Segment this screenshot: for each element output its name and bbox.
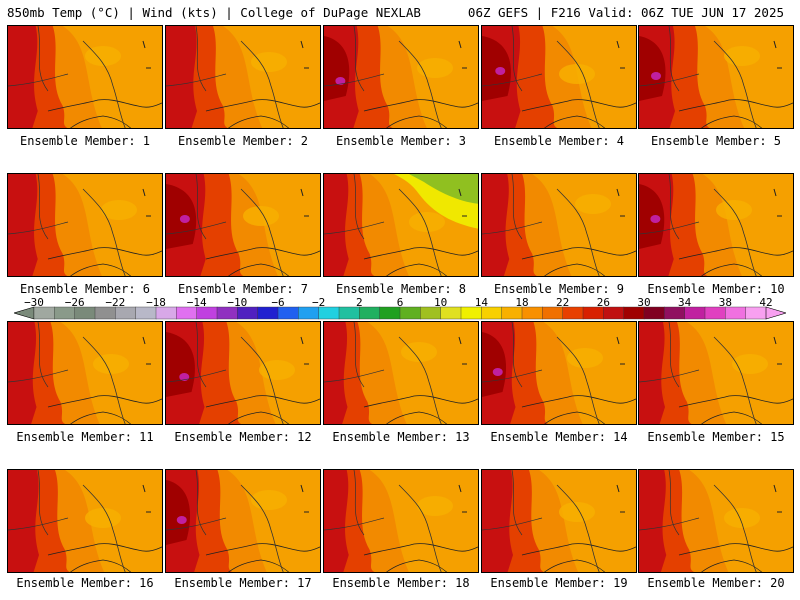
ensemble-map-panel [638, 469, 794, 573]
ensemble-map-panel [638, 173, 794, 277]
ensemble-map-panel [165, 321, 321, 425]
ensemble-member-label: Ensemble Member: 3 [335, 134, 467, 148]
temperature-map [482, 322, 636, 424]
colorbar-tick-label: −22 [105, 296, 126, 309]
ensemble-map-panel [165, 469, 321, 573]
ensemble-member-label: Ensemble Member: 16 [16, 576, 154, 590]
temperature-map [482, 26, 636, 128]
header-title-left: 850mb Temp (°C) | Wind (kts) | College o… [7, 5, 421, 20]
ensemble-map-panel [165, 173, 321, 277]
temperature-map [482, 174, 636, 276]
colorbar-tick-label: 10 [434, 296, 448, 309]
temperature-map [8, 174, 162, 276]
ensemble-member-label: Ensemble Member: 18 [332, 576, 470, 590]
ensemble-member-label: Ensemble Member: 19 [490, 576, 628, 590]
ensemble-member-label: Ensemble Member: 9 [493, 282, 625, 296]
temperature-colorbar [14, 306, 786, 320]
colorbar-tick-label: −14 [186, 296, 207, 309]
colorbar-tick-label: 2 [356, 296, 363, 309]
ensemble-map-panel [323, 173, 479, 277]
temperature-map [324, 470, 478, 572]
ensemble-member-label: Ensemble Member: 8 [335, 282, 467, 296]
ensemble-map-panel [638, 321, 794, 425]
ensemble-member-label: Ensemble Member: 14 [490, 430, 628, 444]
colorbar-tick-label: −10 [227, 296, 248, 309]
ensemble-map-panel [481, 469, 637, 573]
colorbar-tick-label: 42 [759, 296, 773, 309]
colorbar-right-arrow [765, 306, 786, 320]
ensemble-member-label: Ensemble Member: 7 [177, 282, 309, 296]
temperature-map [482, 470, 636, 572]
ensemble-map-panel [638, 25, 794, 129]
ensemble-map-panel [7, 25, 163, 129]
ensemble-map-panel [7, 173, 163, 277]
colorbar-tick-label: −6 [271, 296, 285, 309]
temperature-map [639, 174, 793, 276]
ensemble-member-label: Ensemble Member: 6 [19, 282, 151, 296]
temperature-map [8, 470, 162, 572]
ensemble-member-label: Ensemble Member: 1 [19, 134, 151, 148]
ensemble-map-panel [165, 25, 321, 129]
temperature-map [8, 322, 162, 424]
colorbar-tick-label: 26 [596, 296, 610, 309]
temperature-map [324, 26, 478, 128]
ensemble-map-panel [481, 321, 637, 425]
colorbar-tick-label: 22 [556, 296, 570, 309]
temperature-map [324, 174, 478, 276]
colorbar-tick-label: 34 [678, 296, 692, 309]
ensemble-map-panel [7, 469, 163, 573]
temperature-map [639, 322, 793, 424]
ensemble-member-label: Ensemble Member: 2 [177, 134, 309, 148]
temperature-map [639, 26, 793, 128]
temperature-map [639, 470, 793, 572]
temperature-map [8, 26, 162, 128]
ensemble-map-panel [323, 25, 479, 129]
colorbar-tick-label: −18 [146, 296, 166, 309]
colorbar-tick-label: −2 [312, 296, 326, 309]
ensemble-member-label: Ensemble Member: 10 [647, 282, 785, 296]
colorbar-tick-label: 14 [474, 296, 488, 309]
ensemble-map-panel [481, 173, 637, 277]
temperature-map [324, 322, 478, 424]
temperature-map [166, 26, 320, 128]
ensemble-member-label: Ensemble Member: 20 [647, 576, 785, 590]
temperature-map [166, 174, 320, 276]
colorbar-tick-label: 30 [637, 296, 651, 309]
ensemble-member-label: Ensemble Member: 17 [174, 576, 312, 590]
ensemble-map-panel [481, 25, 637, 129]
colorbar-tick-label: −30 [24, 296, 44, 309]
ensemble-map-panel [323, 469, 479, 573]
ensemble-map-panel [7, 321, 163, 425]
colorbar-tick-label: 38 [718, 296, 732, 309]
ensemble-member-label: Ensemble Member: 15 [647, 430, 785, 444]
colorbar-tick-label: −26 [64, 296, 85, 309]
temperature-map [166, 470, 320, 572]
ensemble-member-label: Ensemble Member: 4 [493, 134, 625, 148]
header-title-right: 06Z GEFS | F216 Valid: 06Z TUE JUN 17 20… [467, 5, 784, 20]
ensemble-member-label: Ensemble Member: 11 [16, 430, 154, 444]
temperature-map [166, 322, 320, 424]
ensemble-member-label: Ensemble Member: 12 [174, 430, 312, 444]
ensemble-member-label: Ensemble Member: 13 [332, 430, 470, 444]
colorbar-tick-label: 18 [515, 296, 529, 309]
colorbar-tick-label: 6 [396, 296, 404, 309]
ensemble-map-panel [323, 321, 479, 425]
ensemble-member-label: Ensemble Member: 5 [650, 134, 782, 148]
